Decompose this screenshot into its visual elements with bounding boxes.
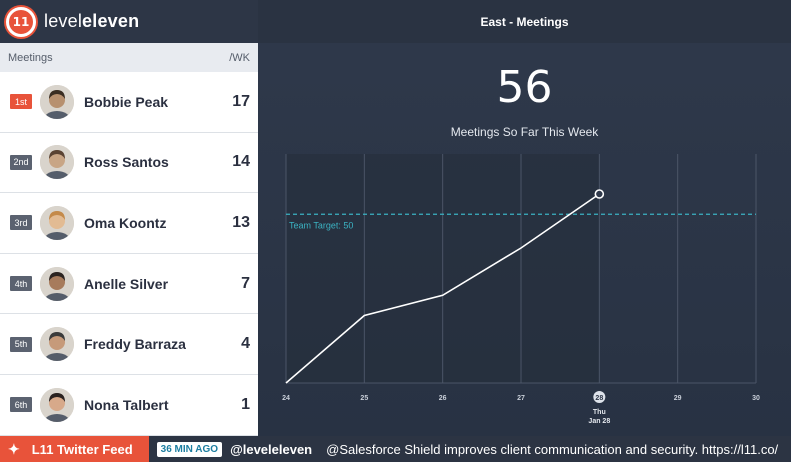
avatar <box>40 387 74 422</box>
avatar-portrait-icon <box>40 266 74 301</box>
meetings-line-chart: Team Target: 50 24 25 26 27 28 29 30 Thu Jan 28 <box>282 154 760 425</box>
rep-value: 17 <box>232 92 250 110</box>
rep-value: 1 <box>241 395 250 413</box>
x-tick-label: 25 <box>360 395 368 402</box>
time-ago-badge: 36 MIN AGO <box>156 441 223 457</box>
avatar <box>40 266 74 301</box>
twitter-handle[interactable]: @leveleleven <box>230 441 313 457</box>
rep-value: 13 <box>232 213 250 231</box>
brand-name: leveleleven <box>44 11 139 32</box>
logo-icon: 11 <box>6 6 36 37</box>
rep-name: Anelle Silver <box>84 275 169 292</box>
leaderboard-row[interactable]: 6th Nona Talbert 1 <box>0 375 258 436</box>
logo-text: 11 <box>12 14 30 29</box>
leaderboard-panel: 11 leveleleven Meetings /WK 1st Bobbie Pe… <box>0 0 258 436</box>
rep-name: Oma Koontz <box>84 214 167 231</box>
x-tick-label: 26 <box>439 395 447 402</box>
avatar <box>40 145 74 180</box>
x-tick-label: 28 <box>595 395 603 402</box>
x-tick-label: 27 <box>517 395 525 402</box>
leaderboard-row[interactable]: 3rd Oma Koontz 13 <box>0 193 258 254</box>
leaderboard-rows: 1st Bobbie Peak 17 2nd Ross Santos 14 3rd Oma K… <box>0 72 258 436</box>
x-tick-label: 29 <box>674 395 682 402</box>
rep-value: 4 <box>241 335 250 353</box>
leaderboard-row[interactable]: 1st Bobbie Peak 17 <box>0 72 258 133</box>
leaderboard-row[interactable]: 2nd Ross Santos 14 <box>0 133 258 194</box>
total-count: 56 <box>496 62 553 113</box>
rank-badge: 2nd <box>10 154 32 170</box>
avatar <box>40 327 74 362</box>
avatar-portrait-icon <box>40 145 74 180</box>
main-panel: East - Meetings 56 Meetings So Far This … <box>258 0 791 436</box>
rank-badge: 3rd <box>10 215 32 231</box>
rep-value: 14 <box>232 153 250 171</box>
x-tick-label: 30 <box>752 395 760 402</box>
x-tick-label: 24 <box>282 395 290 402</box>
rank-badge: 5th <box>10 336 32 352</box>
total-caption: Meetings So Far This Week <box>450 125 599 139</box>
leaderboard-header: Meetings /WK <box>0 43 258 72</box>
current-day-date: Jan 28 <box>588 418 610 425</box>
team-target-label: Team Target: 50 <box>289 220 353 230</box>
rep-name: Bobbie Peak <box>84 93 169 110</box>
twitter-bird-icon: ✦ <box>8 440 20 457</box>
page-title: East - Meetings <box>258 0 791 43</box>
avatar-portrait-icon <box>40 84 74 119</box>
current-day-marker <box>593 391 606 403</box>
avatar <box>40 205 74 240</box>
tweet-text: @Salesforce Shield improves client commu… <box>326 441 779 457</box>
rank-badge: 1st <box>10 94 32 110</box>
avatar-portrait-icon <box>40 327 74 362</box>
brand-name-light: level <box>44 11 83 31</box>
rep-name: Freddy Barraza <box>84 336 186 353</box>
twitter-ticker: ✦ L11 Twitter Feed 36 MIN AGO @levelelev… <box>0 436 791 462</box>
ticker-label-text: L11 Twitter Feed <box>31 441 133 457</box>
ticker-label: ✦ L11 Twitter Feed <box>0 436 149 462</box>
rank-badge: 6th <box>10 397 32 413</box>
leaderboard-row[interactable]: 4th Anelle Silver 7 <box>0 254 258 315</box>
rep-name: Nona Talbert <box>84 396 169 413</box>
rep-value: 7 <box>241 274 250 292</box>
current-day-name: Thu <box>593 409 606 416</box>
brand-header: 11 leveleleven <box>0 0 258 43</box>
avatar-portrait-icon <box>40 387 74 422</box>
rank-badge: 4th <box>10 276 32 292</box>
leaderboard-row[interactable]: 5th Freddy Barraza 4 <box>0 314 258 375</box>
avatar-portrait-icon <box>40 205 74 240</box>
brand-name-bold: eleven <box>82 11 140 31</box>
metric-label: Meetings <box>8 51 53 64</box>
period-label: /WK <box>229 51 250 64</box>
avatar <box>40 84 74 119</box>
data-point <box>594 189 605 199</box>
rep-name: Ross Santos <box>84 154 169 171</box>
